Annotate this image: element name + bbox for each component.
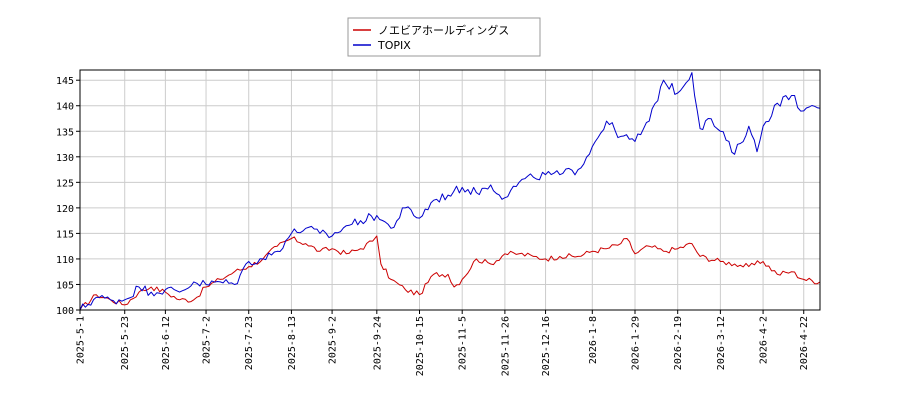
series-layer: [79, 72, 821, 311]
y-axis: 100 105 110 115 120 125 130 135 140 145: [56, 76, 80, 317]
x-tick-label: 2026-4-22: [799, 316, 810, 370]
x-tick-label: 2026-3-12: [716, 316, 727, 370]
legend-label-series-1: ノエビアホールディングス: [378, 23, 509, 37]
x-tick-label: 2025-9-24: [372, 316, 383, 370]
y-tick-label: 115: [56, 229, 74, 240]
x-tick-label: 2025-7-23: [244, 316, 255, 370]
y-tick-label: 130: [56, 153, 74, 164]
y-tick-label: 145: [56, 76, 74, 87]
series-line-2: [79, 72, 821, 311]
x-tick-label: 2026-1-29: [631, 316, 642, 370]
x-axis: 2025-5-1 2025-5-23 2025-6-12 2025-7-2 2025-7…: [76, 310, 810, 376]
y-tick-label: 120: [56, 204, 74, 215]
x-tick-label: 2025-11-26: [500, 316, 511, 376]
plot-frame: [79, 69, 821, 311]
legend-label-series-2: TOPIX: [377, 39, 411, 52]
y-tick-label: 125: [56, 178, 74, 189]
y-tick-label: 140: [56, 102, 74, 113]
y-tick-label: 100: [56, 306, 74, 317]
legend: ノエビアホールディングス TOPIX: [347, 17, 541, 57]
y-tick-label: 110: [56, 255, 74, 266]
x-tick-label: 2026-1-8: [588, 316, 599, 364]
x-tick-label: 2025-12-16: [541, 316, 552, 376]
legend-box: [347, 17, 541, 57]
x-tick-label: 2025-8-13: [287, 316, 298, 370]
x-tick-label: 2025-7-2: [202, 316, 213, 364]
x-tick-label: 2025-5-23: [120, 316, 131, 370]
series-line-1: [79, 235, 821, 311]
x-tick-label: 2025-6-12: [161, 316, 172, 370]
y-tick-label: 135: [56, 127, 74, 138]
grid: [79, 70, 820, 311]
y-tick-label: 105: [56, 280, 74, 291]
x-tick-label: 2026-4-2: [759, 316, 770, 364]
x-tick-label: 2025-5-1: [76, 316, 87, 364]
x-tick-label: 2025-9-2: [328, 316, 339, 364]
x-tick-label: 2025-10-15: [415, 316, 426, 376]
x-tick-label: 2026-2-19: [673, 316, 684, 370]
x-tick-label: 2025-11-5: [458, 316, 469, 370]
